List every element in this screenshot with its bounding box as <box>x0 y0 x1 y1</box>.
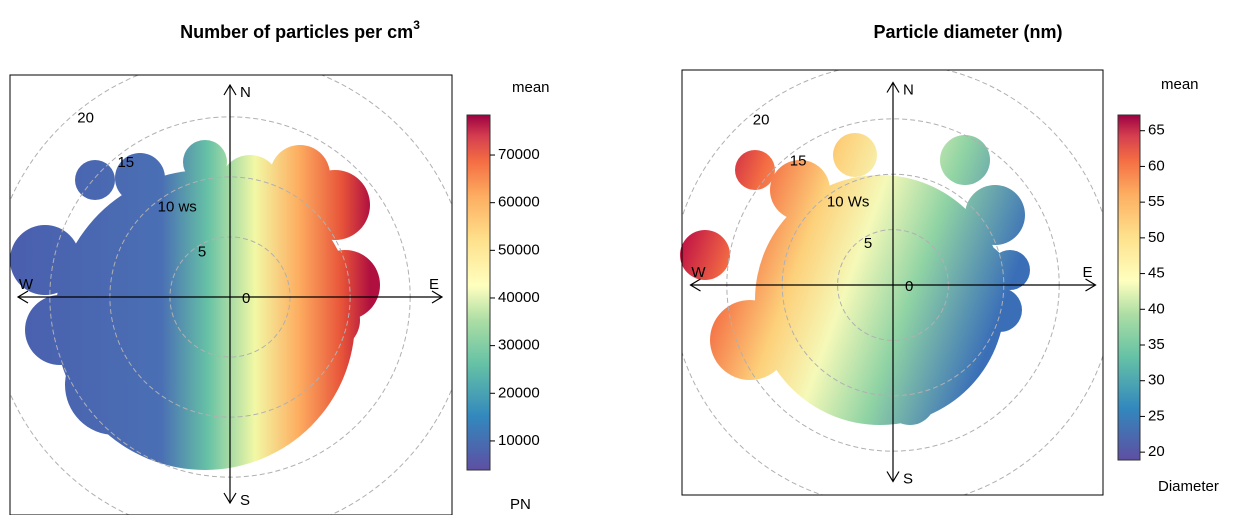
legend-title: mean <box>1161 76 1199 93</box>
colorbar-tick-label: 40 <box>1148 300 1165 317</box>
radial-tick-label: 5 <box>864 235 872 252</box>
colorbar-tick-label: 20 <box>1148 443 1165 460</box>
radial-tick-label: 15 <box>117 154 134 171</box>
radial-tick-label: 10 ws <box>158 199 197 216</box>
plot-frame <box>681 69 1104 496</box>
colorbar-tick-label: 50 <box>1148 229 1165 246</box>
colorbar-tick-label: 20000 <box>498 384 540 401</box>
compass-label: W <box>19 276 34 293</box>
arrow-head <box>223 492 237 505</box>
colorbar-tick-label: 65 <box>1148 122 1165 139</box>
legend-label: PN <box>510 496 531 513</box>
colorbar-tick-label: 60 <box>1148 157 1165 174</box>
radial-tick-label: 5 <box>198 243 206 260</box>
compass-label: W <box>691 264 706 281</box>
arrow-head <box>223 83 237 96</box>
radial-tick-label: 20 <box>753 111 770 128</box>
colorbar-tick-label: 25 <box>1148 407 1165 424</box>
colorbar-tick-label: 50000 <box>498 241 540 258</box>
colorbar-tick-label: 40000 <box>498 289 540 306</box>
colorbar <box>466 114 491 471</box>
arrow-head <box>16 290 29 304</box>
chart-title: Number of particles per cm3 <box>180 18 420 42</box>
compass-label: S <box>903 470 913 487</box>
colorbar-tick-label: 10000 <box>498 432 540 449</box>
radial-tick-label: 15 <box>790 152 807 169</box>
colorbar-tick-label: 35 <box>1148 336 1165 353</box>
compass-label: S <box>240 492 250 509</box>
compass-label: E <box>429 276 439 293</box>
colorbar-tick-label: 30 <box>1148 372 1165 389</box>
chart-title: Particle diameter (nm) <box>873 22 1062 42</box>
legend-title: mean <box>512 79 550 96</box>
compass-label: N <box>240 84 251 101</box>
legend-label: Diameter <box>1158 478 1219 495</box>
colorbar-tick-label: 45 <box>1148 265 1165 282</box>
arrow-head <box>886 471 900 483</box>
colorbar-tick-label: 55 <box>1148 193 1165 210</box>
radial-tick-label: 10 Ws <box>827 194 870 211</box>
colorbar-tick-label: 60000 <box>498 194 540 211</box>
radial-tick-label: 20 <box>77 109 94 126</box>
arrow-head <box>689 278 701 292</box>
title-superscript: 3 <box>413 18 420 32</box>
radial-tick-label: 0 <box>905 278 913 295</box>
arrow-head <box>886 81 900 93</box>
arrow-head <box>431 290 444 304</box>
compass-label: E <box>1082 264 1092 281</box>
arrow-head <box>1085 278 1097 292</box>
surface <box>10 140 380 470</box>
colorbar-tick-label: 70000 <box>498 146 540 163</box>
colorbar <box>1117 114 1141 461</box>
colorbar-tick-label: 30000 <box>498 337 540 354</box>
surface <box>680 133 1030 425</box>
compass-label: N <box>903 81 914 98</box>
radial-tick-label: 0 <box>242 290 250 307</box>
